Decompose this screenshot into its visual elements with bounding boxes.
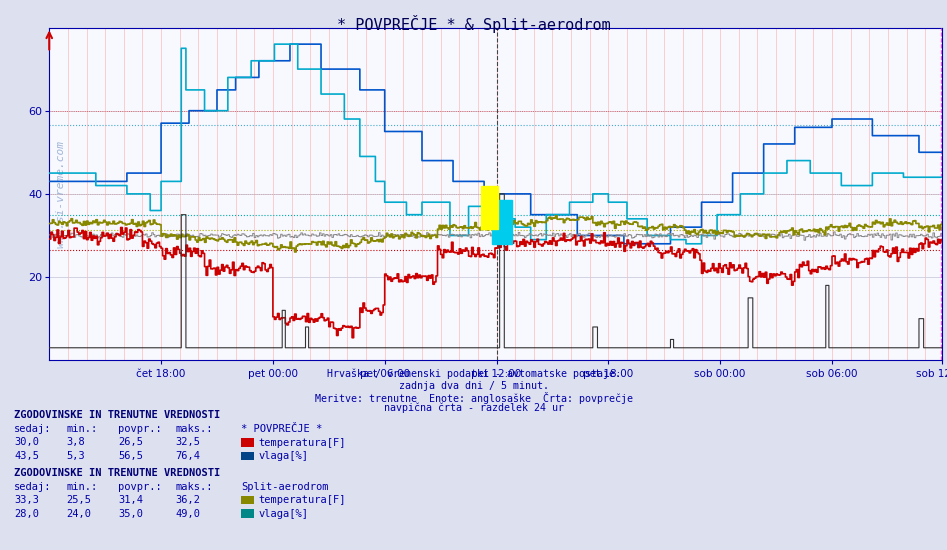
Text: 56,5: 56,5 [118, 451, 143, 461]
Bar [481, 185, 498, 229]
Text: sedaj:: sedaj: [14, 481, 52, 492]
Text: povpr.:: povpr.: [118, 481, 162, 492]
Text: ZGODOVINSKE IN TRENUTNE VREDNOSTI: ZGODOVINSKE IN TRENUTNE VREDNOSTI [14, 468, 221, 478]
Text: 24,0: 24,0 [66, 509, 91, 519]
Text: Hrvaška / vremenski podatki - avtomatske postaje.: Hrvaška / vremenski podatki - avtomatske… [327, 368, 620, 379]
Text: navpična črta - razdelek 24 ur: navpična črta - razdelek 24 ur [384, 403, 563, 413]
Text: min.:: min.: [66, 424, 98, 434]
Text: 33,3: 33,3 [14, 495, 39, 505]
Text: 31,4: 31,4 [118, 495, 143, 505]
Text: 28,0: 28,0 [14, 509, 39, 519]
Text: www.si-vreme.com: www.si-vreme.com [56, 140, 66, 248]
Text: Split-aerodrom: Split-aerodrom [241, 481, 329, 492]
Text: ZGODOVINSKE IN TRENUTNE VREDNOSTI: ZGODOVINSKE IN TRENUTNE VREDNOSTI [14, 410, 221, 420]
Text: * POVPREČJE * & Split-aerodrom: * POVPREČJE * & Split-aerodrom [336, 15, 611, 34]
Text: sedaj:: sedaj: [14, 424, 52, 434]
Text: temperatura[F]: temperatura[F] [259, 495, 346, 505]
Text: 76,4: 76,4 [175, 451, 200, 461]
Text: 5,3: 5,3 [66, 451, 85, 461]
Text: 35,0: 35,0 [118, 509, 143, 519]
Text: Meritve: trenutne  Enote: anglosaške  Črta: povprečje: Meritve: trenutne Enote: anglosaške Črta… [314, 392, 633, 404]
Text: * POVPREČJE *: * POVPREČJE * [241, 424, 323, 434]
Text: vlaga[%]: vlaga[%] [259, 509, 309, 519]
Text: povpr.:: povpr.: [118, 424, 162, 434]
Text: 30,0: 30,0 [14, 437, 39, 448]
Bar [491, 200, 512, 244]
Text: temperatura[F]: temperatura[F] [259, 437, 346, 448]
Text: 25,5: 25,5 [66, 495, 91, 505]
Text: vlaga[%]: vlaga[%] [259, 451, 309, 461]
Text: 26,5: 26,5 [118, 437, 143, 448]
Text: zadnja dva dni / 5 minut.: zadnja dva dni / 5 minut. [399, 381, 548, 390]
Text: 32,5: 32,5 [175, 437, 200, 448]
Text: maks.:: maks.: [175, 424, 213, 434]
Text: min.:: min.: [66, 481, 98, 492]
Text: 3,8: 3,8 [66, 437, 85, 448]
Text: maks.:: maks.: [175, 481, 213, 492]
Text: 43,5: 43,5 [14, 451, 39, 461]
Text: 36,2: 36,2 [175, 495, 200, 505]
Text: 49,0: 49,0 [175, 509, 200, 519]
